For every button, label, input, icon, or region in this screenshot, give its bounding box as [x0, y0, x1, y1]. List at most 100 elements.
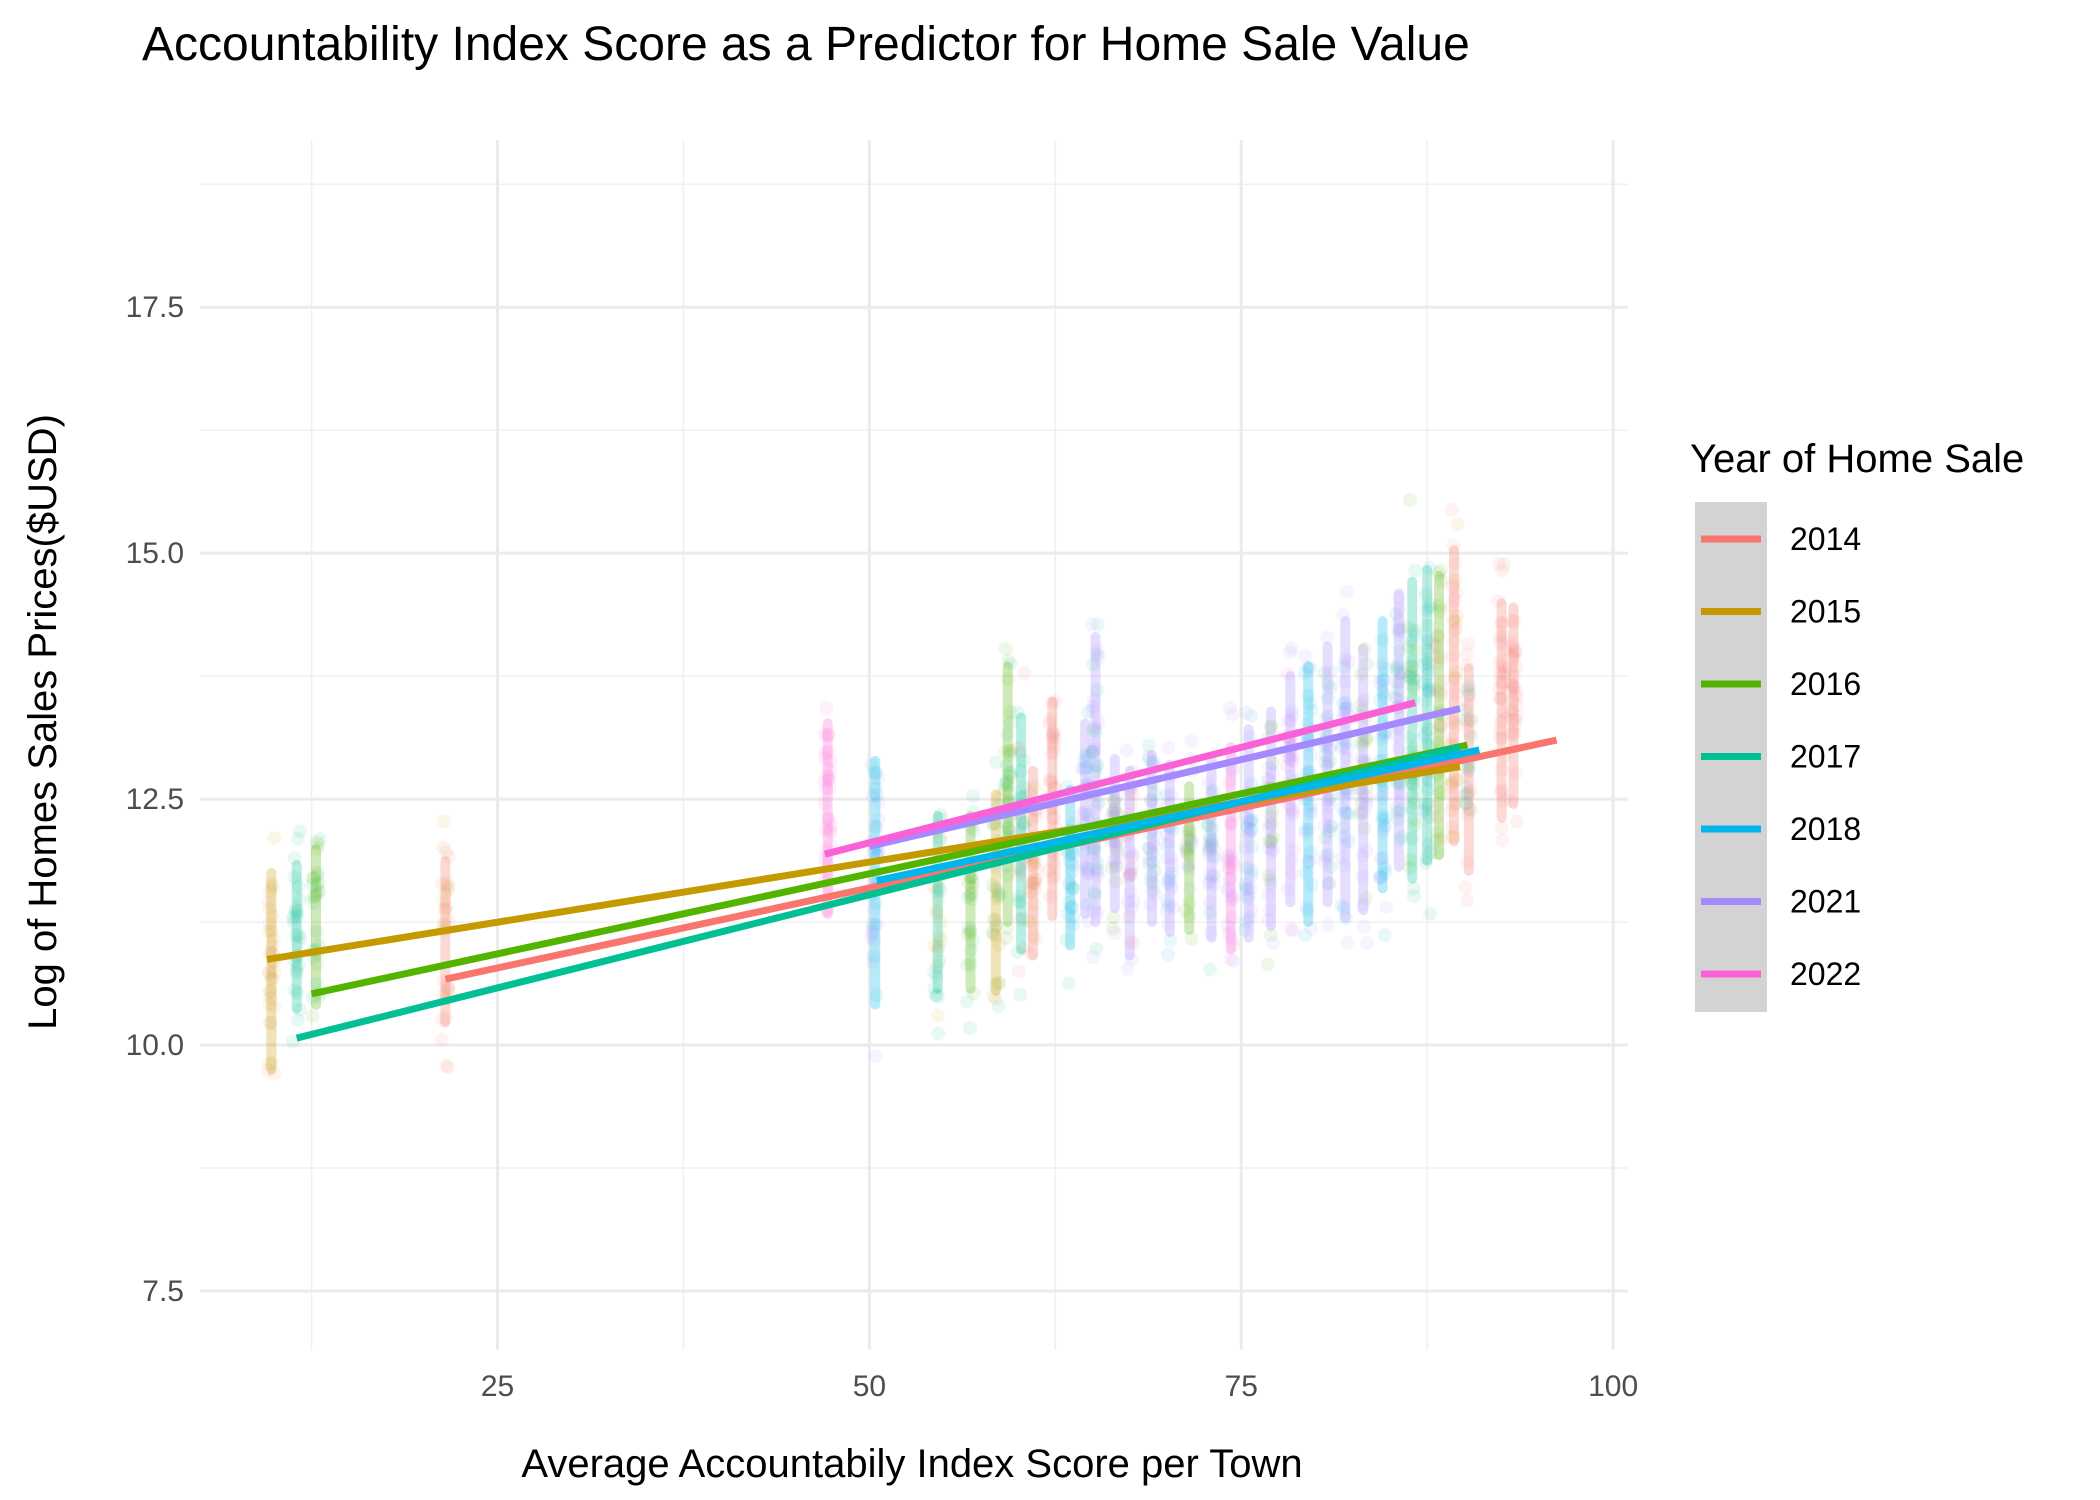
data-point	[1221, 851, 1236, 866]
data-point	[1144, 869, 1159, 884]
data-point	[1335, 607, 1350, 622]
data-point	[1243, 911, 1258, 925]
data-point	[1107, 792, 1121, 807]
data-point	[1264, 835, 1279, 850]
data-point	[1464, 803, 1479, 818]
data-point	[1224, 888, 1239, 903]
data-point	[1449, 585, 1464, 600]
data-point	[986, 988, 1001, 1003]
data-point	[1432, 717, 1447, 732]
data-point	[1354, 697, 1369, 712]
data-point	[1391, 740, 1406, 755]
point-cluster	[1090, 631, 1101, 927]
point-cluster	[1147, 749, 1157, 927]
data-point	[988, 913, 1003, 927]
data-point	[1124, 951, 1139, 966]
data-point	[1017, 941, 1032, 956]
point-cluster	[932, 810, 943, 994]
data-point	[1460, 893, 1475, 908]
data-point	[1508, 718, 1522, 733]
data-point	[1320, 708, 1335, 723]
data-point	[1203, 841, 1218, 856]
data-point	[817, 751, 832, 766]
data-point	[261, 924, 276, 939]
data-point	[1430, 649, 1445, 664]
data-point	[1119, 743, 1134, 758]
legend: Year of Home Sale 2014 2015 2016 2017 2018 20…	[1690, 437, 2024, 1012]
data-point	[1166, 900, 1181, 915]
data-point	[1145, 855, 1160, 870]
data-point	[1429, 683, 1443, 698]
data-point	[1161, 870, 1176, 885]
data-point	[1395, 666, 1410, 681]
data-point	[988, 992, 1003, 1007]
data-point	[1493, 629, 1508, 644]
data-point	[1359, 843, 1374, 858]
data-point	[1445, 579, 1460, 594]
data-point	[868, 781, 883, 796]
data-point	[1183, 832, 1198, 847]
data-point	[1261, 887, 1276, 902]
data-point	[1359, 797, 1374, 812]
point-cluster	[822, 718, 833, 920]
data-point	[1012, 862, 1027, 877]
data-point	[1280, 666, 1295, 681]
data-point	[1284, 854, 1299, 869]
data-point	[1402, 800, 1417, 814]
data-point	[1416, 730, 1431, 745]
data-point	[1108, 838, 1123, 853]
data-point	[305, 1009, 320, 1023]
data-point	[1421, 656, 1435, 671]
data-point	[1011, 889, 1026, 904]
data-point	[1423, 601, 1438, 616]
data-point	[310, 868, 325, 883]
data-point	[1066, 882, 1081, 897]
data-point	[1300, 763, 1315, 778]
data-point	[1449, 686, 1464, 701]
data-point	[1446, 538, 1461, 553]
data-point	[1243, 822, 1258, 837]
data-point	[1280, 759, 1294, 774]
data-point	[1508, 643, 1523, 658]
point-cluster	[1496, 598, 1507, 823]
data-point	[1029, 872, 1043, 887]
data-point	[1335, 738, 1350, 753]
data-point	[1026, 917, 1041, 932]
data-point	[1105, 921, 1120, 936]
data-point	[1123, 867, 1138, 882]
data-point	[932, 954, 947, 969]
data-point	[439, 1059, 454, 1073]
data-point	[1226, 859, 1241, 874]
data-point	[1407, 681, 1422, 696]
data-point	[1506, 725, 1521, 740]
data-point	[1372, 692, 1387, 707]
data-point	[1221, 880, 1236, 895]
data-point	[1463, 712, 1478, 727]
data-point	[1086, 693, 1101, 708]
data-point	[1446, 613, 1461, 628]
data-point	[1023, 946, 1038, 961]
data-point	[1123, 864, 1137, 879]
data-point	[1283, 645, 1297, 660]
data-point	[965, 789, 980, 804]
data-point	[1447, 622, 1462, 637]
data-point	[266, 931, 281, 946]
data-point	[1264, 844, 1279, 859]
data-point	[1244, 863, 1259, 878]
point-cluster	[1206, 753, 1217, 943]
data-point	[1245, 839, 1260, 854]
data-point	[992, 790, 1007, 805]
data-point	[1304, 806, 1319, 821]
data-point	[1430, 846, 1445, 861]
data-point	[1444, 820, 1459, 835]
data-point	[309, 924, 324, 939]
data-point	[1025, 904, 1040, 919]
data-point	[1389, 662, 1404, 677]
data-point	[1509, 686, 1524, 700]
data-point	[1088, 764, 1103, 779]
data-point	[1393, 785, 1408, 800]
data-point	[1302, 804, 1317, 818]
data-point	[1434, 651, 1449, 666]
data-point	[999, 816, 1014, 831]
major-gridlines	[200, 140, 1628, 1350]
